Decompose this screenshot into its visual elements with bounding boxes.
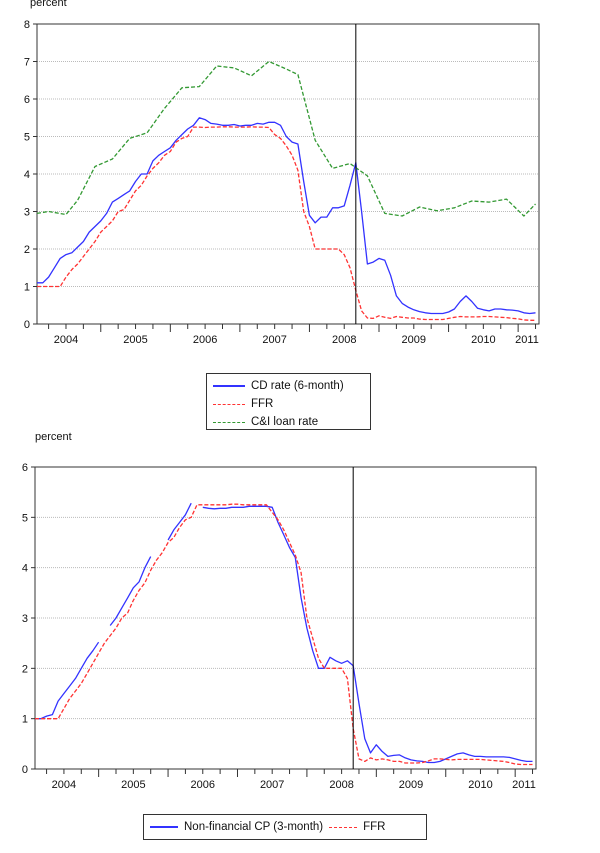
- x-tick-label: 2009: [399, 779, 423, 791]
- legend-item-ci-loan-rate: C&I loan rate: [213, 413, 364, 431]
- series-line-non-financial-cp-3-month: [35, 502, 533, 764]
- x-tick-label: 2008: [332, 334, 356, 346]
- x-tick-label: 2004: [54, 334, 78, 346]
- x-tick-label: 2011: [512, 779, 536, 791]
- legend-swatch: [150, 826, 178, 828]
- legend-label: FFR: [363, 821, 386, 833]
- y-tick-label: 5: [24, 132, 30, 144]
- y-tick-label: 3: [22, 613, 28, 625]
- y-tick-label: 2: [24, 244, 30, 256]
- x-tick-label: 2010: [471, 334, 495, 346]
- x-tick-label: 2007: [260, 779, 284, 791]
- series-line-c-i-loan-rate: [36, 60, 536, 217]
- x-tick-label: 2011: [515, 334, 539, 346]
- x-tick-label: 2005: [121, 779, 145, 791]
- series-line-ffr: [35, 503, 533, 766]
- legend-item-cd-rate: CD rate (6-month): [213, 377, 364, 395]
- y-tick-label: 6: [22, 462, 28, 474]
- y-tick-label: 5: [22, 512, 28, 524]
- bottom-y-axis-label: percent: [35, 431, 72, 443]
- series-line-cd-rate-6-month: [37, 117, 536, 315]
- x-tick-label: 2009: [402, 334, 426, 346]
- y-tick-label: 4: [24, 169, 30, 181]
- x-tick-label: 2006: [191, 779, 215, 791]
- x-tick-label: 2010: [468, 779, 492, 791]
- legend-swatch: [213, 421, 245, 423]
- plot-frame: [34, 466, 537, 770]
- plot-frame: [36, 23, 540, 325]
- bottom-chart: 0 1 2 3 4 5 6 2004 2005 2006 2007 2008 2009 2010 2011: [22, 462, 537, 791]
- legend-label: CD rate (6-month): [251, 380, 344, 392]
- legend-item-cp: Non-financial CP (3-month): [150, 818, 323, 836]
- y-tick-label: 3: [24, 207, 30, 219]
- legend-label: FFR: [251, 398, 274, 410]
- x-tick-label: 2007: [262, 334, 286, 346]
- x-tick-label: 2005: [123, 334, 147, 346]
- y-tick-label: 1: [22, 714, 28, 726]
- y-tick-label: 7: [24, 57, 30, 69]
- top-legend: CD rate (6-month) FFR C&I loan rate: [206, 373, 371, 430]
- top-chart: 0 1 2 3 4 5 6 7 8 2004 2005 2006 2007 2008 2009 2010 201…: [24, 19, 540, 346]
- x-tick-label: 2006: [193, 334, 217, 346]
- legend-swatch: [213, 385, 245, 387]
- x-tick-label: 2004: [52, 779, 76, 791]
- legend-swatch: [329, 826, 358, 828]
- y-tick-label: 2: [22, 663, 28, 675]
- top-y-axis-label: percent: [30, 0, 67, 9]
- x-tick-label: 2008: [329, 779, 353, 791]
- legend-swatch: [213, 403, 245, 405]
- legend-item-ffr: FFR: [213, 395, 364, 413]
- legend-item-ffr: FFR: [329, 818, 385, 836]
- bottom-legend: Non-financial CP (3-month) FFR: [143, 814, 427, 840]
- y-tick-label: 0: [24, 319, 30, 331]
- y-tick-label: 0: [22, 764, 28, 776]
- legend-label: C&I loan rate: [251, 416, 319, 428]
- y-tick-label: 4: [22, 563, 28, 575]
- y-tick-label: 1: [24, 282, 30, 294]
- legend-label: Non-financial CP (3-month): [184, 821, 324, 833]
- series-line-ffr: [37, 126, 536, 321]
- y-tick-label: 6: [24, 94, 30, 106]
- y-tick-label: 8: [24, 19, 30, 31]
